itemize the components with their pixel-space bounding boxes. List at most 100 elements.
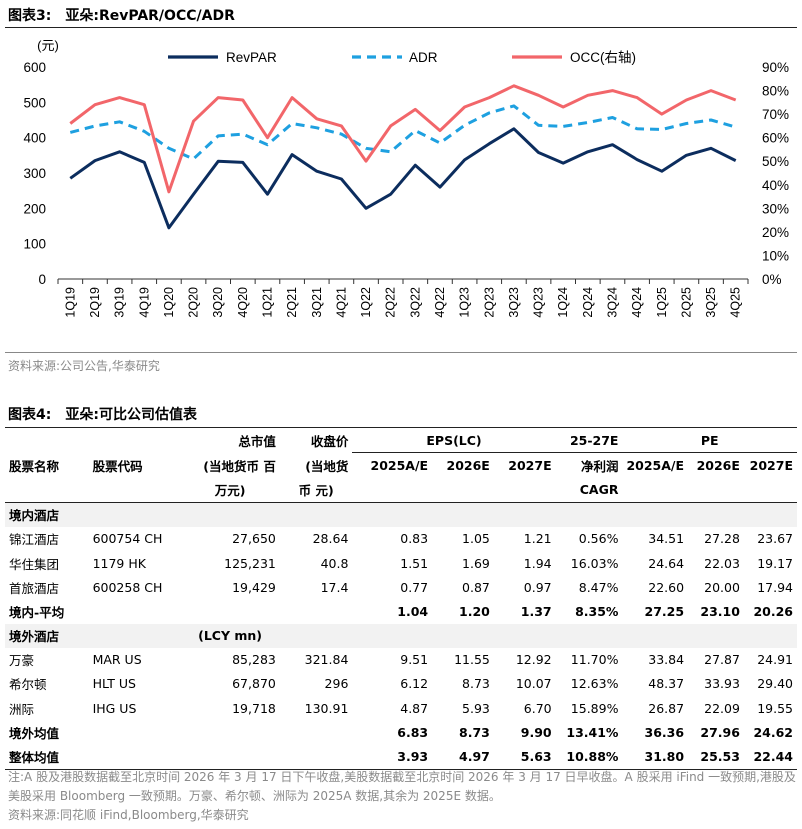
- y2-tick-label: 0%: [762, 272, 782, 287]
- cell-eps-2025: 6.12: [400, 676, 429, 692]
- x-tick-label: 1Q21: [260, 287, 274, 318]
- cell-eps-2027: 1.37: [520, 603, 552, 619]
- cell-mcap: 27,650: [232, 531, 276, 547]
- cell-pe-2027: 24.91: [757, 652, 793, 668]
- cell-price: 40.8: [320, 555, 349, 571]
- figure-3-title: 图表3: 亚朵:RevPAR/OCC/ADR: [8, 5, 235, 25]
- foreign-average-row: 境外均值 6.83 8.73 9.90 13.41% 36.36 27.96 2…: [5, 720, 797, 744]
- section-foreign: 境外酒店 (LCY mn): [5, 623, 797, 648]
- x-tick-label: 4Q24: [630, 287, 644, 318]
- cell-eps-2027: 10.07: [515, 676, 552, 692]
- header-price-3: 币 元): [279, 477, 353, 503]
- y-tick-label: 400: [23, 131, 46, 146]
- figure-3-caption: 亚朵:RevPAR/OCC/ADR: [65, 8, 235, 24]
- cell-pe-2025: 22.60: [648, 579, 685, 595]
- cell-pe-2026: 27.28: [704, 531, 740, 547]
- legend-label-occ: OCC(右轴): [570, 50, 636, 65]
- figure-4-title: 图表4: 亚朵:可比公司估值表: [8, 404, 197, 424]
- cell-eps-2027: 1.21: [523, 531, 552, 547]
- x-tick-label: 3Q25: [704, 287, 718, 318]
- cell-eps-2026: 8.73: [462, 676, 490, 692]
- figure-3-source: 资料来源:公司公告,华泰研究: [8, 359, 160, 373]
- x-tick-label: 2Q20: [187, 287, 201, 318]
- x-tick-label: 1Q19: [63, 287, 77, 318]
- x-tick-label: 3Q21: [310, 287, 324, 318]
- header-pe-2026: 2026E: [696, 457, 740, 473]
- cell-pe-2025: 34.51: [648, 531, 685, 547]
- cell-name: 希尔顿: [9, 677, 47, 693]
- lcy-unit-label: (LCY mn): [180, 623, 280, 648]
- cell-price: 296: [324, 676, 349, 692]
- cell-pe-2026: 27.96: [700, 724, 740, 740]
- legend-item-adr: ADR: [352, 50, 438, 65]
- series-line-revpar: [69, 127, 737, 230]
- x-tick-label: 2Q23: [482, 287, 496, 318]
- cell-eps-2025: 4.87: [400, 700, 429, 716]
- cell-eps-2027: 0.97: [523, 579, 552, 595]
- cell-eps-2027: 6.70: [523, 700, 552, 716]
- cell-name: 洲际: [9, 701, 35, 717]
- y-axis-unit-label: (元): [37, 38, 59, 53]
- x-tick-label: 4Q21: [334, 287, 348, 318]
- cell-cagr: 12.63%: [570, 676, 619, 692]
- header-row-2: 股票名称 股票代码 (当地货币 百 (当地货 2025A/E 2026E 202…: [5, 453, 797, 478]
- x-tick-label: 3Q23: [507, 287, 521, 318]
- series-line-occ: [69, 84, 737, 194]
- y-tick-label: 300: [23, 166, 46, 181]
- cell-name: 境内-平均: [9, 604, 65, 620]
- cell-eps-2027: 5.63: [493, 744, 556, 770]
- table-row: 希尔顿 HLT US 67,870 296 6.12 8.73 10.07 12…: [5, 672, 797, 696]
- cell-eps-2025: 1.51: [400, 555, 429, 571]
- header-row-3: 万元) 币 元) CAGR: [5, 477, 797, 503]
- cell-pe-2027: 17.94: [757, 579, 793, 595]
- header-pe-2027: 2027E: [749, 457, 793, 473]
- y2-tick-label: 80%: [762, 84, 789, 99]
- cell-name: 锦江酒店: [9, 532, 60, 548]
- figure-3-label: 图表3:: [8, 8, 52, 24]
- header-mcap-2: (当地货币 百: [203, 458, 276, 474]
- y-tick-label: 0: [38, 272, 46, 287]
- cell-name: 华住集团: [9, 556, 60, 572]
- y2-tick-label: 70%: [762, 107, 789, 122]
- cell-mcap: 67,870: [232, 676, 276, 692]
- header-cagr-2: CAGR: [555, 477, 623, 503]
- y2-tick-label: 40%: [762, 178, 789, 193]
- cell-pe-2027: 19.55: [757, 700, 793, 716]
- y-tick-label: 500: [23, 95, 46, 110]
- cell-pe-2027: 24.62: [753, 724, 793, 740]
- header-eps-2027: 2027E: [508, 457, 552, 473]
- header-pe: PE: [622, 428, 797, 454]
- cell-cagr: 13.41%: [566, 724, 619, 740]
- legend-item-occ: OCC(右轴): [512, 50, 636, 65]
- cell-eps-2027: 12.92: [515, 652, 552, 668]
- x-tick-label: 2Q24: [581, 287, 595, 318]
- series-layer: [69, 84, 737, 230]
- header-mcap-3: 万元): [180, 477, 280, 503]
- legend-label-revpar: RevPAR: [226, 50, 277, 65]
- x-tick-label: 1Q25: [655, 287, 669, 318]
- y2-tick-label: 10%: [762, 248, 789, 263]
- cell-pe-2027: 23.67: [757, 531, 793, 547]
- cell-cagr: 15.89%: [570, 700, 619, 716]
- x-tick-label: 2Q19: [88, 287, 102, 318]
- cell-pe-2026: 22.03: [704, 555, 740, 571]
- figure-4-label: 图表4:: [8, 407, 52, 423]
- y2-tick-label: 20%: [762, 225, 789, 240]
- header-row-1: 总市值 收盘价 EPS(LC) 25-27E PE: [5, 428, 797, 454]
- cell-eps-2026: 1.69: [462, 555, 490, 571]
- cell-pe-2025: 26.87: [648, 700, 685, 716]
- x-tick-label: 4Q23: [532, 287, 546, 318]
- revpar-occ-adr-chart: (元) 0 100 200 300 400 500 600 0% 10% 20% 30% 40% 50…: [23, 38, 789, 318]
- section-domestic-label: 境内酒店: [5, 502, 797, 527]
- x-tick-label: 1Q23: [458, 287, 472, 318]
- cell-pe-2025: 31.80: [622, 744, 689, 770]
- header-price-1: 收盘价: [310, 433, 349, 449]
- cell-price: 130.91: [304, 700, 349, 716]
- cell-eps-2026: 8.73: [459, 724, 490, 740]
- cell-price: 321.84: [304, 652, 349, 668]
- table-footnote: 注:A 股及港股数据截至北京时间 2026 年 3 月 17 日下午收盘,美股数…: [8, 768, 798, 825]
- cell-pe-2027: 19.17: [757, 555, 793, 571]
- header-code: 股票代码: [92, 458, 143, 474]
- header-name: 股票名称: [9, 458, 60, 474]
- cell-mcap: 125,231: [224, 555, 276, 571]
